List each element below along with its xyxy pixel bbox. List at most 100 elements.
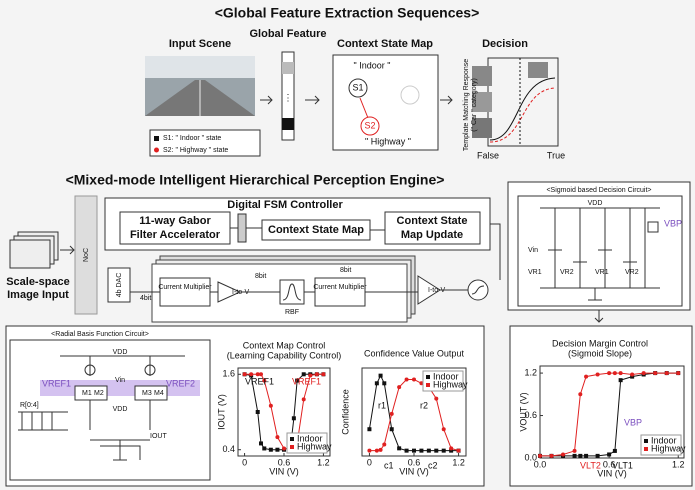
input-label: Image Input: [7, 289, 69, 301]
axis-label: Template Matching Response: [463, 59, 470, 151]
page: <Global Feature Extraction Sequences> In…: [0, 0, 695, 490]
data-point: [382, 443, 386, 447]
block-label: Map Update: [401, 229, 463, 241]
annotation: r2: [420, 400, 428, 410]
data-point: [613, 449, 617, 453]
legend-text: S2: " Highway " state: [163, 147, 228, 154]
data-point: [397, 385, 401, 389]
fsm-title: Digital FSM Controller: [227, 199, 343, 211]
bit-label: 8bit: [340, 267, 351, 274]
data-point: [375, 381, 379, 385]
data-point: [275, 435, 279, 439]
data-point: [321, 372, 325, 376]
data-point: [259, 441, 263, 445]
data-point: [578, 392, 582, 396]
y-axis-label: IOUT (V): [216, 394, 226, 430]
feature-vector: ⋮: [282, 52, 294, 140]
data-point: [405, 377, 409, 381]
device-label: M3: [142, 390, 152, 397]
data-point: [642, 371, 646, 375]
legend-marker: [290, 437, 294, 441]
block-label: 11-way Gabor: [139, 215, 211, 227]
annotation: VREF1: [292, 376, 321, 386]
dac-label: 4b DAC: [116, 273, 123, 298]
y-axis-label: VOUT (V): [518, 392, 528, 431]
block-label: RBF: [285, 309, 299, 316]
data-point: [382, 381, 386, 385]
data-point: [262, 446, 266, 450]
data-point: [302, 397, 306, 401]
data-point: [619, 371, 623, 375]
data-point: [607, 452, 611, 456]
data-point: [375, 449, 379, 453]
bit-label: 4bit: [140, 295, 151, 302]
data-point: [584, 375, 588, 379]
x-tick-label: 0: [367, 457, 372, 467]
x-axis-label: VIN (V): [269, 466, 299, 476]
block: [315, 278, 365, 306]
chart-title: Context Map Control: [243, 340, 326, 350]
net-label: R[0:4]: [20, 402, 39, 409]
x-tick-label: 1.2: [317, 457, 330, 467]
data-point: [419, 449, 423, 453]
data-point: [653, 371, 657, 375]
data-point: [367, 449, 371, 453]
image-stack: [10, 232, 58, 268]
legend-marker: [290, 445, 294, 449]
chart-title: Decision Margin Control: [552, 338, 648, 348]
bit-label: 8bit: [255, 273, 266, 280]
legend-marker: [644, 447, 648, 451]
net-label: Vin: [115, 377, 125, 384]
noc-label: NoC: [83, 248, 90, 262]
data-point: [613, 371, 617, 375]
state-label: " Indoor ": [354, 60, 391, 70]
label: Context State Map: [337, 38, 433, 50]
data-point: [449, 446, 453, 450]
net-label: VDD: [113, 349, 128, 356]
data-point: [596, 454, 600, 458]
legend-label: Highway: [433, 379, 468, 389]
legend-marker: [154, 148, 159, 153]
annotation: VREF1: [245, 376, 274, 386]
device-label: M1: [82, 390, 92, 397]
chart-subtitle: (Sigmoid Slope): [568, 348, 632, 358]
y-tick-label: 1.2: [524, 367, 537, 377]
panel-title: <Radial Basis Function Circuit>: [51, 331, 149, 338]
legend-marker: [426, 375, 430, 379]
scene-image: [145, 56, 255, 116]
net-label: VBP: [664, 218, 682, 228]
annotation: r1: [378, 400, 386, 410]
data-point: [379, 374, 383, 378]
data-point: [630, 372, 634, 376]
data-point: [584, 454, 588, 458]
data-point: [550, 454, 554, 458]
data-point: [442, 449, 446, 453]
legend-marker: [426, 383, 430, 387]
net-label: Vin: [528, 247, 538, 254]
net-label: VR1: [595, 269, 609, 276]
state-label: " Highway ": [365, 136, 411, 146]
legend-label: Highway: [651, 443, 686, 453]
net-label: VR2: [560, 269, 574, 276]
data-point: [607, 371, 611, 375]
data-point: [275, 448, 279, 452]
device-label: M4: [154, 390, 164, 397]
state-label: S2: [364, 120, 375, 130]
x-tick-label: 1.2: [452, 457, 465, 467]
data-point: [292, 416, 296, 420]
annotation: c2: [428, 460, 438, 470]
chart-subtitle: (Learning Capability Control): [227, 350, 342, 360]
data-point: [596, 372, 600, 376]
axis-label: False: [477, 150, 499, 160]
x-axis-label: VIN (V): [399, 466, 429, 476]
annotation: VLT2: [580, 460, 601, 470]
legend-marker: [644, 439, 648, 443]
svg-text:⋮: ⋮: [284, 92, 293, 102]
data-point: [405, 449, 409, 453]
axis-label: (" Car " category): [471, 78, 478, 132]
chart-title: Confidence Value Output: [364, 348, 464, 358]
x-tick-label: 0: [242, 457, 247, 467]
data-point: [561, 452, 565, 456]
y-tick-label: 1.6: [222, 369, 235, 379]
data-point: [665, 371, 669, 375]
